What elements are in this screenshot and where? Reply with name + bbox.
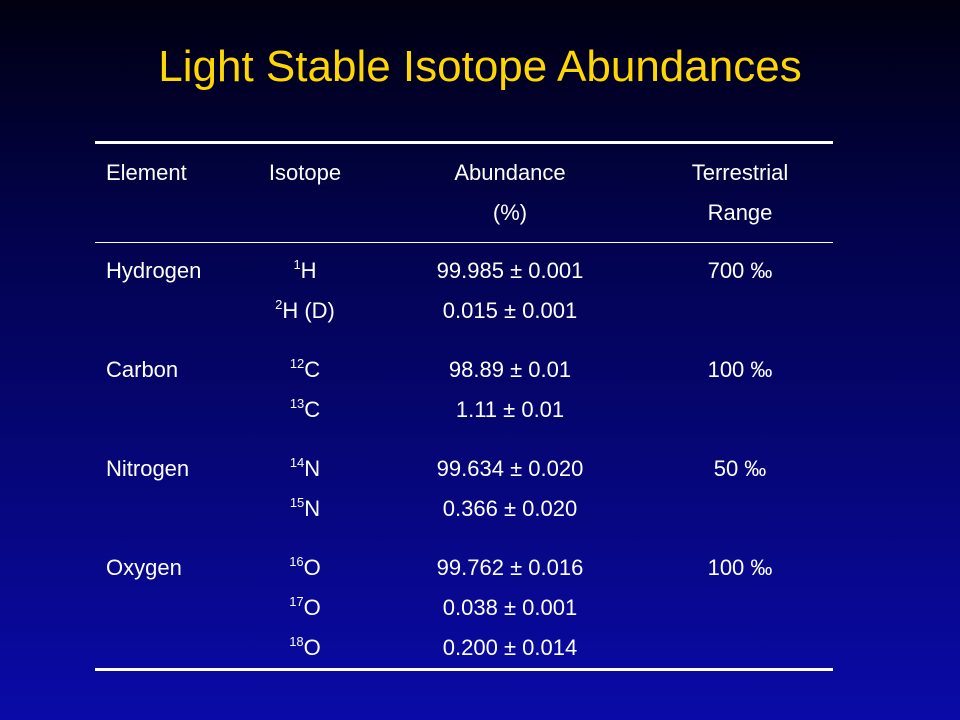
table-cell-element: Nitrogen: [106, 456, 190, 481]
table-cell-isotope: 16O 17O 18O: [250, 548, 360, 668]
table-cell-element: Oxygen: [106, 555, 182, 580]
header-isotope: Isotope: [268, 160, 342, 185]
page-title: Light Stable Isotope Abundances: [158, 42, 802, 91]
isotope-mass-number: 15: [289, 495, 305, 510]
isotope-mass-number: 1: [293, 257, 301, 272]
isotope-symbol: H: [300, 258, 317, 283]
table-cell-abundance: 98.89 ± 0.01 1.11 ± 0.01: [400, 350, 620, 430]
isotope-mass-number: 12: [289, 356, 305, 371]
table-top-rule: [95, 141, 833, 144]
table-cell-terrestrial-range: 100 ‰: [707, 555, 773, 580]
table-cell-terrestrial-range: 100 ‰: [707, 357, 773, 382]
header-range-line2: Range: [707, 200, 773, 225]
isotope-symbol: O: [303, 555, 321, 580]
header-element: Element: [106, 160, 187, 185]
header-range-line1: Terrestrial: [691, 160, 789, 185]
isotope-mass-number: 17: [289, 594, 304, 609]
header-abundance: Abundance (%): [400, 153, 620, 233]
table-cell-element: Hydrogen: [106, 258, 202, 283]
isotope-symbol: C: [304, 397, 321, 422]
isotope-label: 16O: [250, 548, 360, 588]
isotope-symbol: O: [303, 595, 321, 620]
table-bottom-rule: [95, 668, 833, 671]
header-terrestrial-range: Terrestrial Range: [660, 153, 820, 233]
isotope-label: 1H: [250, 251, 360, 291]
isotope-label: 14N: [250, 449, 360, 489]
table-cell-abundance: 99.985 ± 0.001 0.015 ± 0.001: [400, 251, 620, 331]
isotope-label: 15N: [250, 489, 360, 529]
table-header-rule: [95, 242, 833, 243]
abundance-value: 0.038 ± 0.001: [442, 595, 578, 620]
table-cell-abundance: 99.762 ± 0.016 0.038 ± 0.001 0.200 ± 0.014: [400, 548, 620, 668]
table-cell-abundance: 99.634 ± 0.020 0.366 ± 0.020: [400, 449, 620, 529]
isotope-label: 13C: [250, 390, 360, 430]
abundance-value: 1.11 ± 0.01: [455, 397, 565, 422]
table-cell-element: Carbon: [106, 357, 179, 382]
isotope-symbol: N: [304, 456, 321, 481]
isotope-mass-number: 2: [275, 297, 283, 312]
table-cell-isotope: 14N 15N: [250, 449, 360, 529]
isotope-symbol: O: [303, 635, 321, 660]
abundance-value: 0.015 ± 0.001: [442, 298, 578, 323]
table-cell-isotope: 1H 2H (D): [250, 251, 360, 331]
header-abundance-line2: (%): [492, 200, 528, 225]
abundance-value: 98.89 ± 0.01: [448, 357, 572, 382]
isotope-label: 2H (D): [250, 291, 360, 331]
abundance-value: 0.200 ± 0.014: [442, 635, 578, 660]
abundance-value: 99.762 ± 0.016: [436, 555, 584, 580]
isotope-mass-number: 18: [289, 634, 304, 649]
isotope-mass-number: 13: [289, 396, 305, 411]
isotope-symbol: H (D): [282, 298, 335, 323]
abundance-value: 99.634 ± 0.020: [436, 456, 584, 481]
abundance-value: 0.366 ± 0.020: [442, 496, 578, 521]
table-cell-terrestrial-range: 50 ‰: [713, 456, 767, 481]
header-abundance-line1: Abundance: [454, 160, 566, 185]
isotope-symbol: N: [304, 496, 321, 521]
isotope-label: 18O: [250, 628, 360, 668]
abundance-value: 99.985 ± 0.001: [436, 258, 584, 283]
isotope-symbol: C: [304, 357, 321, 382]
table-cell-isotope: 12C 13C: [250, 350, 360, 430]
isotope-mass-number: 16: [289, 554, 304, 569]
isotope-label: 17O: [250, 588, 360, 628]
table-cell-terrestrial-range: 700 ‰: [707, 258, 773, 283]
isotope-mass-number: 14: [289, 455, 305, 470]
isotope-label: 12C: [250, 350, 360, 390]
